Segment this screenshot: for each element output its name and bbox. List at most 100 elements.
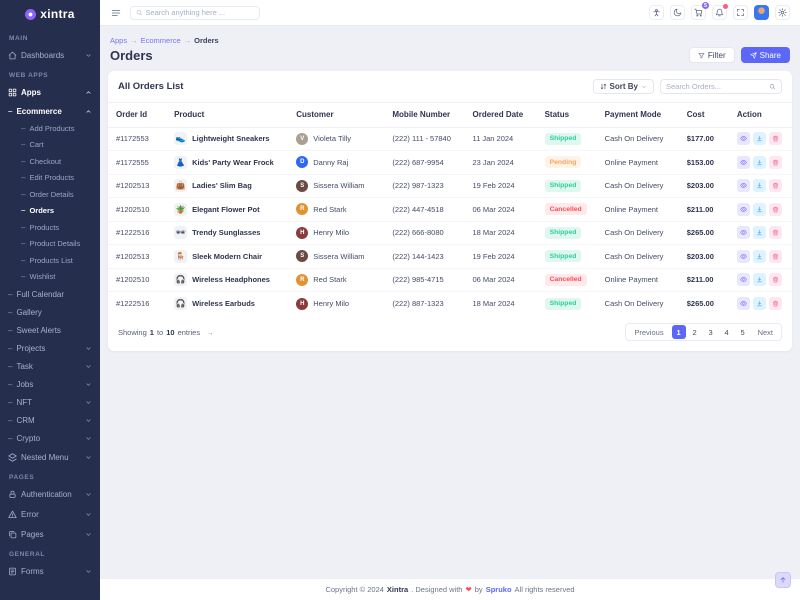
share-icon bbox=[749, 51, 757, 59]
download-button[interactable] bbox=[752, 273, 766, 287]
column-order-id[interactable]: Order Id bbox=[108, 103, 167, 128]
view-button[interactable] bbox=[736, 202, 750, 216]
pagination-page-2[interactable]: 2 bbox=[688, 325, 702, 339]
sidebar-subitem-edit-products[interactable]: – Edit Products bbox=[21, 173, 75, 183]
delete-button[interactable] bbox=[768, 226, 782, 240]
sidebar-item-crypto[interactable]: – Crypto bbox=[0, 429, 100, 447]
delete-button[interactable] bbox=[768, 179, 782, 193]
sidebar-item-sweet-alerts[interactable]: – Sweet Alerts bbox=[8, 325, 61, 335]
sidebar-subitem-cart[interactable]: – Cart bbox=[21, 140, 44, 150]
sidebar-item-jobs[interactable]: – Jobs bbox=[0, 375, 100, 393]
download-button[interactable] bbox=[752, 226, 766, 240]
view-button[interactable] bbox=[736, 132, 750, 146]
download-button[interactable] bbox=[752, 132, 766, 146]
sidebar-item-task[interactable]: – Task bbox=[0, 357, 100, 375]
column-status[interactable]: Status bbox=[536, 103, 597, 128]
dash-bullet: – bbox=[8, 343, 13, 353]
column-cost[interactable]: Cost bbox=[678, 103, 729, 128]
view-button[interactable] bbox=[736, 273, 750, 287]
trash-icon bbox=[772, 253, 779, 260]
menu-toggle-button[interactable] bbox=[110, 8, 122, 18]
sidebar-subitem-checkout[interactable]: – Checkout bbox=[21, 156, 62, 166]
sidebar-item-authentication[interactable]: Authentication bbox=[0, 484, 100, 504]
column-customer[interactable]: Customer bbox=[288, 103, 385, 128]
user-avatar[interactable] bbox=[754, 5, 769, 20]
download-button[interactable] bbox=[752, 249, 766, 263]
payment-mode: Cash On Delivery bbox=[596, 174, 679, 198]
breadcrumb-ecommerce[interactable]: Ecommerce bbox=[140, 36, 181, 45]
orders-search-input[interactable] bbox=[666, 82, 770, 91]
breadcrumb-apps[interactable]: Apps bbox=[110, 36, 128, 45]
table-row: #1172555 👗 Kids' Party Wear Frock D Dann… bbox=[108, 150, 792, 175]
pagination-page-5[interactable]: 5 bbox=[736, 325, 750, 339]
ordered-date: 23 Jan 2024 bbox=[464, 150, 537, 175]
pagination-page-3[interactable]: 3 bbox=[704, 325, 718, 339]
notifications-button[interactable] bbox=[712, 4, 728, 20]
sunglasses-icon: 🕶 bbox=[174, 226, 188, 240]
sort-by-button[interactable]: Sort By bbox=[592, 79, 654, 94]
sidebar-item-ecommerce[interactable]: – Ecommerce bbox=[0, 102, 100, 120]
delete-button[interactable] bbox=[768, 132, 782, 146]
pagination-next[interactable]: Next bbox=[751, 324, 780, 340]
download-button[interactable] bbox=[752, 202, 766, 216]
view-button[interactable] bbox=[736, 155, 750, 169]
dark-mode-button[interactable] bbox=[670, 5, 685, 20]
sidebar-item-full-calendar[interactable]: – Full Calendar bbox=[8, 289, 65, 299]
sidebar-subitem-orders[interactable]: – Orders bbox=[21, 206, 55, 216]
sidebar-subitem-add-products[interactable]: – Add Products bbox=[21, 123, 75, 133]
payment-mode: Cash On Delivery bbox=[596, 127, 679, 151]
sidebar-item-apps[interactable]: Apps bbox=[0, 82, 100, 102]
delete-button[interactable] bbox=[768, 202, 782, 216]
sidebar-subitem-wishlist[interactable]: – Wishlist bbox=[21, 272, 56, 282]
download-button[interactable] bbox=[752, 297, 766, 310]
delete-button[interactable] bbox=[768, 273, 782, 287]
view-button[interactable] bbox=[736, 226, 750, 240]
fullscreen-button[interactable] bbox=[733, 5, 748, 20]
sidebar-subitem-products-list[interactable]: – Products List bbox=[21, 255, 73, 265]
sidebar-item-crm[interactable]: – CRM bbox=[0, 411, 100, 429]
column-payment-mode[interactable]: Payment Mode bbox=[596, 103, 679, 128]
download-button[interactable] bbox=[752, 179, 766, 193]
sidebar-item-pages[interactable]: Pages bbox=[0, 524, 100, 544]
sidebar-item-error[interactable]: Error bbox=[0, 504, 100, 524]
lock-icon bbox=[8, 490, 17, 499]
column-ordered-date[interactable]: Ordered Date bbox=[464, 103, 537, 128]
sidebar-item-forms[interactable]: Forms bbox=[0, 561, 100, 581]
view-button[interactable] bbox=[736, 249, 750, 263]
column-action[interactable]: Action bbox=[728, 103, 792, 128]
share-button[interactable]: Share bbox=[740, 47, 790, 63]
ordered-date: 19 Feb 2024 bbox=[464, 244, 537, 269]
column-mobile-number[interactable]: Mobile Number bbox=[384, 103, 465, 128]
sidebar-subitem-products[interactable]: – Products bbox=[21, 222, 60, 232]
sidebar-subitem-order-details[interactable]: – Order Details bbox=[21, 189, 74, 199]
sidebar-item-nft[interactable]: – NFT bbox=[0, 393, 100, 411]
sidebar-item-gallery[interactable]: – Gallery bbox=[8, 307, 42, 317]
scroll-to-top-button[interactable] bbox=[775, 572, 791, 588]
view-button[interactable] bbox=[736, 179, 750, 193]
sidebar-item-projects[interactable]: – Projects bbox=[0, 339, 100, 357]
pagination-page-4[interactable]: 4 bbox=[720, 325, 734, 339]
sidebar-item-dashboards[interactable]: Dashboards bbox=[0, 45, 100, 65]
trash-icon bbox=[772, 276, 779, 283]
delete-button[interactable] bbox=[768, 155, 782, 169]
table-row: #1222516 🎧 Wireless Earbuds H Henry Milo… bbox=[108, 292, 792, 316]
cost-value: $203.00 bbox=[686, 181, 714, 191]
settings-button[interactable] bbox=[775, 5, 790, 20]
sidebar-item-nested-menu[interactable]: Nested Menu bbox=[0, 447, 100, 467]
app-logo[interactable]: xintra bbox=[0, 0, 100, 28]
column-product[interactable]: Product bbox=[166, 103, 289, 128]
sidebar-subitem-product-details[interactable]: – Product Details bbox=[21, 239, 81, 249]
download-button[interactable] bbox=[752, 155, 766, 169]
chevron-down-icon bbox=[85, 568, 92, 575]
global-search-input[interactable] bbox=[145, 8, 254, 17]
pagination-page-1[interactable]: 1 bbox=[671, 325, 686, 339]
view-button[interactable] bbox=[736, 297, 750, 310]
pagination-previous[interactable]: Previous bbox=[627, 324, 670, 340]
delete-button[interactable] bbox=[768, 297, 782, 310]
filter-button[interactable]: Filter bbox=[688, 47, 735, 63]
cart-button[interactable]: 5 bbox=[691, 2, 709, 20]
footer-spruko-link[interactable]: Spruko bbox=[485, 585, 512, 594]
delete-button[interactable] bbox=[768, 249, 782, 263]
mobile-number: (222) 687-9954 bbox=[384, 150, 465, 175]
accessibility-button[interactable] bbox=[649, 5, 664, 20]
